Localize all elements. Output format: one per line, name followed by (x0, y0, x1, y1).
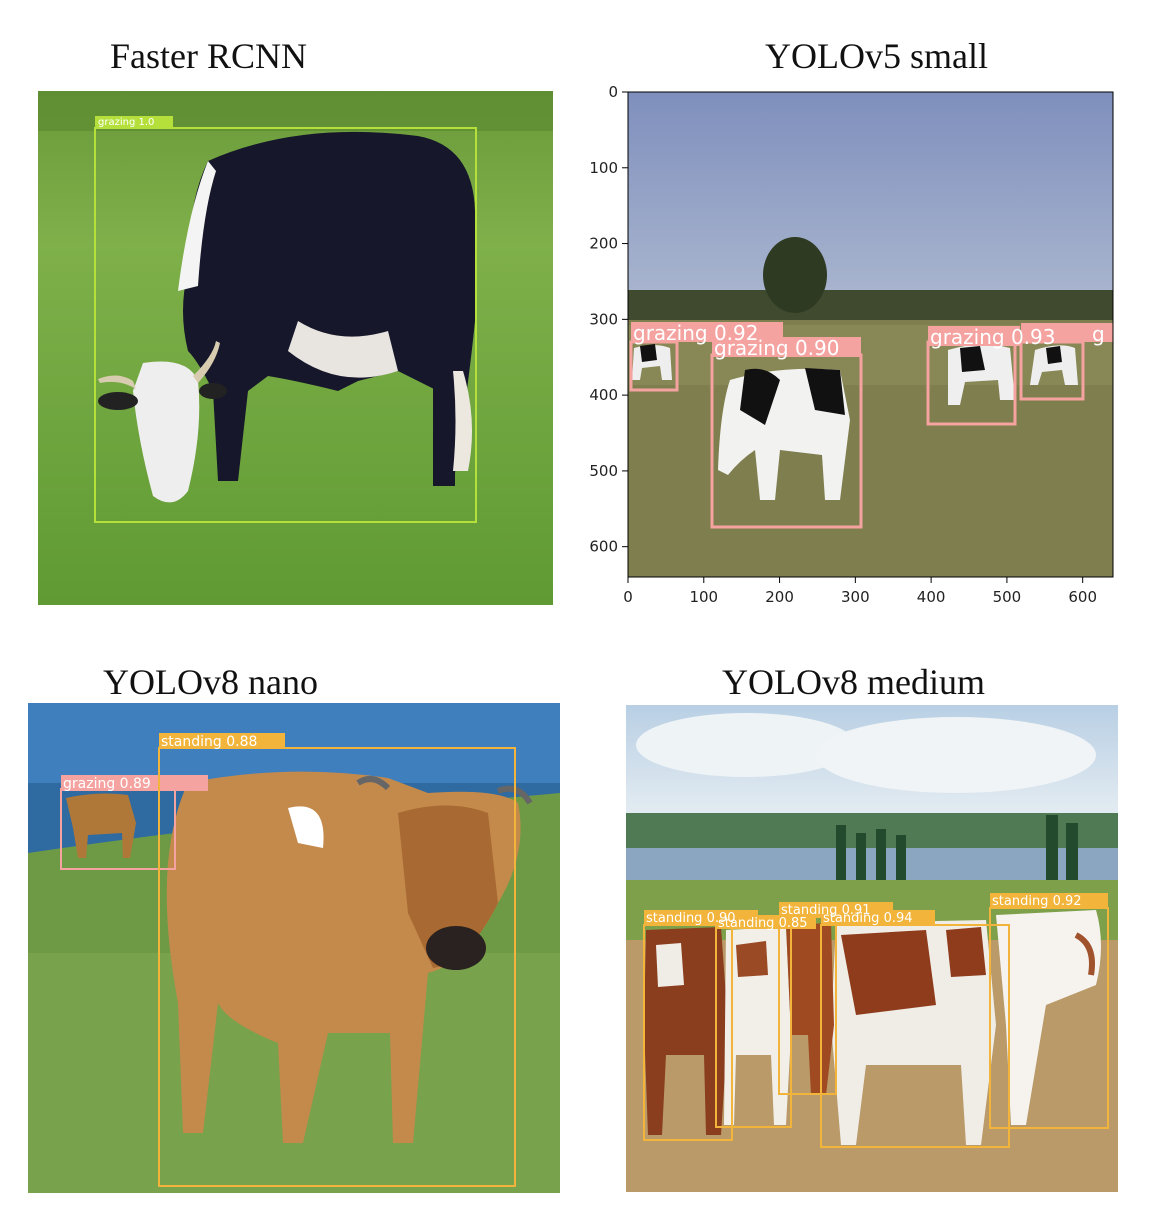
detection-label: grazing 0.90 (714, 336, 840, 360)
y-tick-label: 500 (589, 462, 618, 480)
panel-title-faster-rcnn: Faster RCNN (110, 36, 307, 76)
detection-label: grazing 0.89 (63, 776, 151, 792)
detection-label: grazing 0.92 (633, 321, 759, 345)
y-tick-label: 200 (589, 235, 618, 253)
x-tick-label: 500 (993, 588, 1022, 606)
x-tick-label: 300 (841, 588, 870, 606)
y-tick-label: 0 (608, 83, 618, 101)
detection-label: standing 0.92 (992, 894, 1082, 909)
y-tick-label: 100 (589, 159, 618, 177)
detection-label: standing 0.91 (781, 903, 871, 918)
y-tick-label: 400 (589, 386, 618, 404)
detection-label: standing 0.94 (823, 911, 913, 926)
detection-label: grazing 0.93 (930, 325, 1056, 349)
panel-title-yolov8-nano: YOLOv8 nano (103, 662, 318, 702)
y-tick-label: 300 (589, 310, 618, 328)
x-tick-label: 400 (917, 588, 946, 606)
x-tick-label: 200 (765, 588, 794, 606)
yolov8-medium-image: standing 0.90 standing 0.91 standing 0.8… (626, 705, 1118, 1192)
panel-title-yolov5-small: YOLOv5 small (765, 36, 988, 76)
detection-label: g (1092, 322, 1105, 346)
detection-label: standing 0.88 (161, 734, 257, 750)
x-tick-label: 100 (689, 588, 718, 606)
detection-label: standing 0.85 (718, 916, 808, 931)
panel-title-yolov8-medium: YOLOv8 medium (722, 662, 985, 702)
y-tick-label: 600 (589, 538, 618, 556)
yolov8-nano-image: grazing 0.89 standing 0.88 (28, 703, 560, 1193)
faster-rcnn-image: grazing 1.0 (38, 91, 553, 605)
x-tick-label: 600 (1068, 588, 1097, 606)
yolov5-plot: grazing 0.92 grazing 0.90 grazing 0.93 g… (560, 80, 1120, 620)
detection-label: grazing 1.0 (98, 117, 154, 128)
x-tick-label: 0 (623, 588, 633, 606)
detection-label: standing 0.90 (646, 911, 736, 926)
